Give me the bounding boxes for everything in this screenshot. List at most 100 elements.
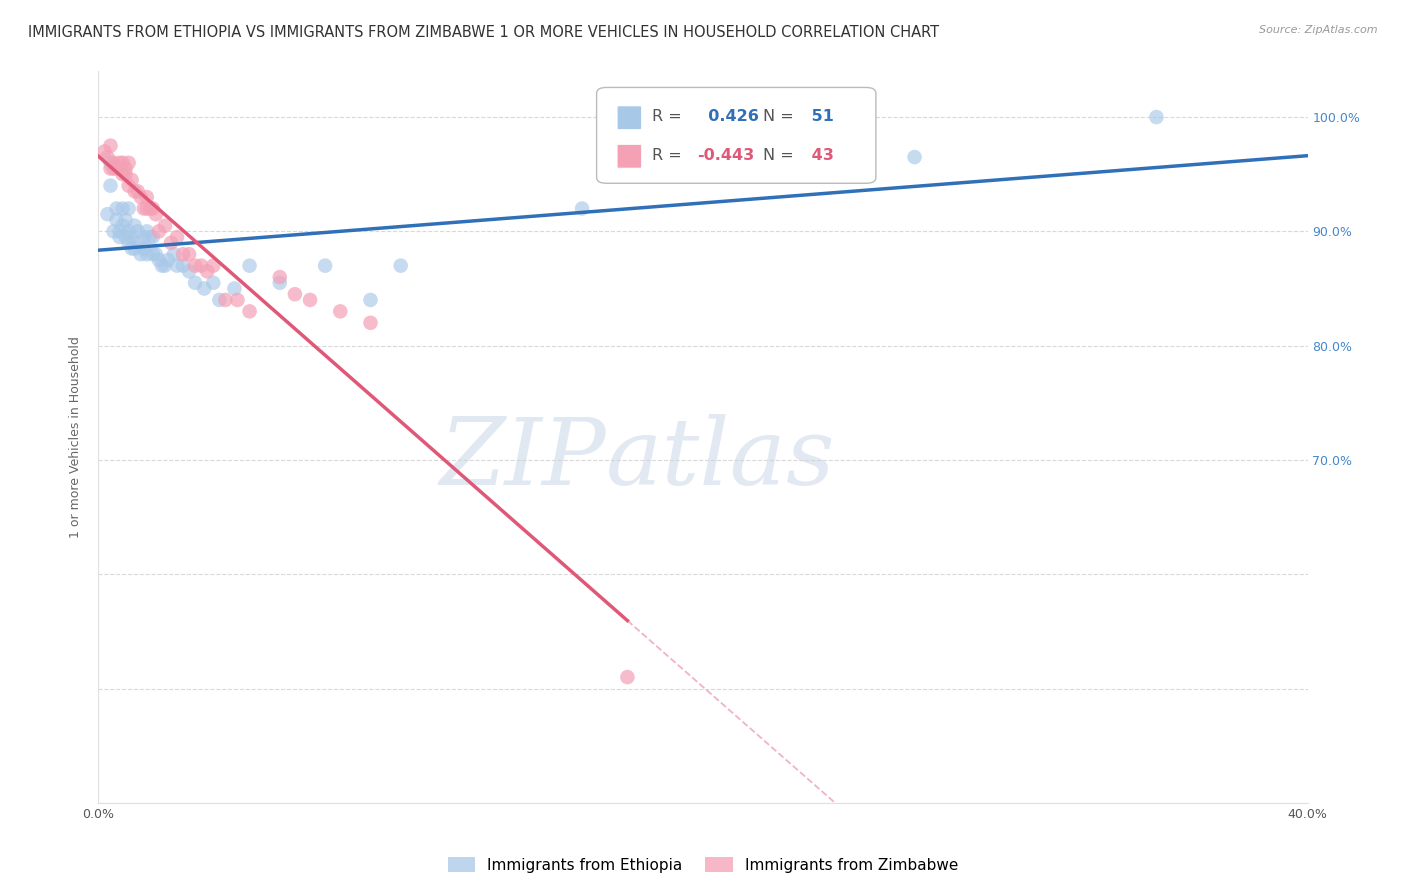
Point: [239, 304, 262, 318]
Point: [163, 247, 186, 261]
Text: R =: R =: [652, 148, 688, 163]
Point: [124, 242, 146, 256]
Point: [129, 190, 152, 204]
Point: [166, 259, 188, 273]
Text: 51: 51: [806, 110, 834, 124]
Point: [108, 224, 131, 238]
Point: [118, 202, 141, 216]
Point: [100, 161, 122, 176]
Legend: Immigrants from Ethiopia, Immigrants from Zimbabwe: Immigrants from Ethiopia, Immigrants fro…: [441, 851, 965, 879]
Point: [172, 247, 194, 261]
Text: 43: 43: [806, 148, 834, 163]
Point: [190, 259, 212, 273]
Point: [129, 247, 152, 261]
Point: [269, 270, 291, 285]
Point: [184, 259, 207, 273]
Point: [145, 247, 167, 261]
Point: [118, 156, 141, 170]
Point: [616, 670, 638, 684]
Y-axis label: 1 or more Vehicles in Household: 1 or more Vehicles in Household: [69, 336, 83, 538]
Point: [360, 316, 382, 330]
Point: [299, 293, 322, 307]
Point: [135, 247, 157, 261]
Point: [139, 202, 162, 216]
Point: [127, 224, 149, 238]
Point: [160, 235, 183, 250]
Point: [1144, 110, 1167, 124]
Point: [202, 276, 225, 290]
Point: [103, 224, 125, 238]
Text: -0.443: -0.443: [697, 148, 754, 163]
FancyBboxPatch shape: [617, 145, 641, 168]
Point: [135, 202, 157, 216]
Text: IMMIGRANTS FROM ETHIOPIA VS IMMIGRANTS FROM ZIMBABWE 1 OR MORE VEHICLES IN HOUSE: IMMIGRANTS FROM ETHIOPIA VS IMMIGRANTS F…: [28, 25, 939, 40]
Point: [184, 276, 207, 290]
Point: [108, 156, 131, 170]
Text: ZIP: ZIP: [440, 414, 606, 504]
Point: [156, 252, 179, 267]
Point: [103, 156, 125, 170]
Text: Source: ZipAtlas.com: Source: ZipAtlas.com: [1260, 25, 1378, 35]
Point: [193, 281, 215, 295]
Point: [114, 213, 136, 227]
Point: [172, 259, 194, 273]
Point: [226, 293, 249, 307]
Point: [100, 178, 122, 193]
Point: [153, 259, 176, 273]
Point: [179, 264, 201, 278]
Point: [103, 161, 125, 176]
Point: [96, 150, 118, 164]
Point: [571, 202, 593, 216]
Point: [214, 293, 236, 307]
FancyBboxPatch shape: [596, 87, 876, 183]
Point: [314, 259, 336, 273]
Point: [127, 185, 149, 199]
Point: [105, 213, 128, 227]
Point: [132, 230, 155, 244]
Point: [105, 161, 128, 176]
Point: [202, 259, 225, 273]
Point: [114, 167, 136, 181]
Point: [132, 242, 155, 256]
Point: [329, 304, 352, 318]
Point: [179, 247, 201, 261]
Point: [139, 230, 162, 244]
Point: [111, 219, 134, 233]
Point: [224, 281, 246, 295]
Text: R =: R =: [652, 110, 688, 124]
Point: [111, 167, 134, 181]
Point: [124, 185, 146, 199]
Point: [118, 224, 141, 238]
Point: [121, 230, 143, 244]
Point: [114, 230, 136, 244]
Point: [121, 173, 143, 187]
Point: [127, 235, 149, 250]
Point: [135, 190, 157, 204]
Point: [118, 235, 141, 250]
Point: [111, 156, 134, 170]
FancyBboxPatch shape: [617, 106, 641, 129]
Text: N =: N =: [763, 148, 800, 163]
Point: [105, 202, 128, 216]
Point: [148, 252, 170, 267]
Point: [389, 259, 412, 273]
Point: [96, 207, 118, 221]
Point: [269, 276, 291, 290]
Point: [360, 293, 382, 307]
Point: [142, 202, 165, 216]
Point: [208, 293, 231, 307]
Point: [904, 150, 927, 164]
Point: [100, 156, 122, 170]
Point: [166, 230, 188, 244]
Point: [124, 219, 146, 233]
Point: [121, 242, 143, 256]
Text: 0.426: 0.426: [697, 110, 759, 124]
Point: [195, 264, 218, 278]
Point: [284, 287, 307, 301]
Point: [114, 161, 136, 176]
Point: [108, 230, 131, 244]
Text: N =: N =: [763, 110, 800, 124]
Point: [153, 219, 176, 233]
Point: [100, 138, 122, 153]
Point: [142, 247, 165, 261]
